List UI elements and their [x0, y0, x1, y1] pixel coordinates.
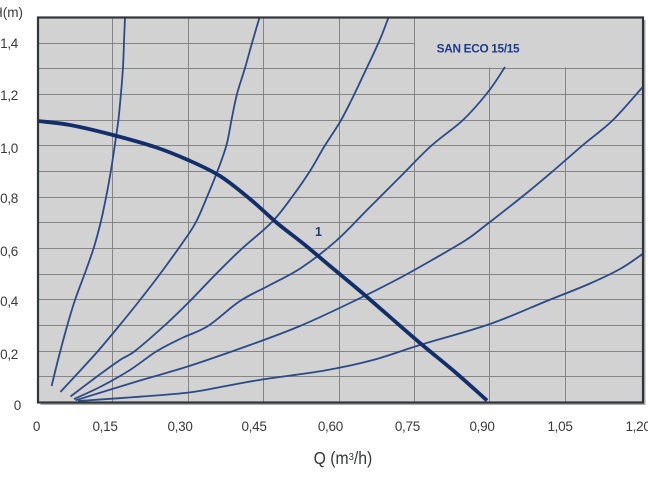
svg-text:SAN ECO 15/15: SAN ECO 15/15	[437, 42, 520, 56]
svg-text:1: 1	[315, 225, 322, 239]
